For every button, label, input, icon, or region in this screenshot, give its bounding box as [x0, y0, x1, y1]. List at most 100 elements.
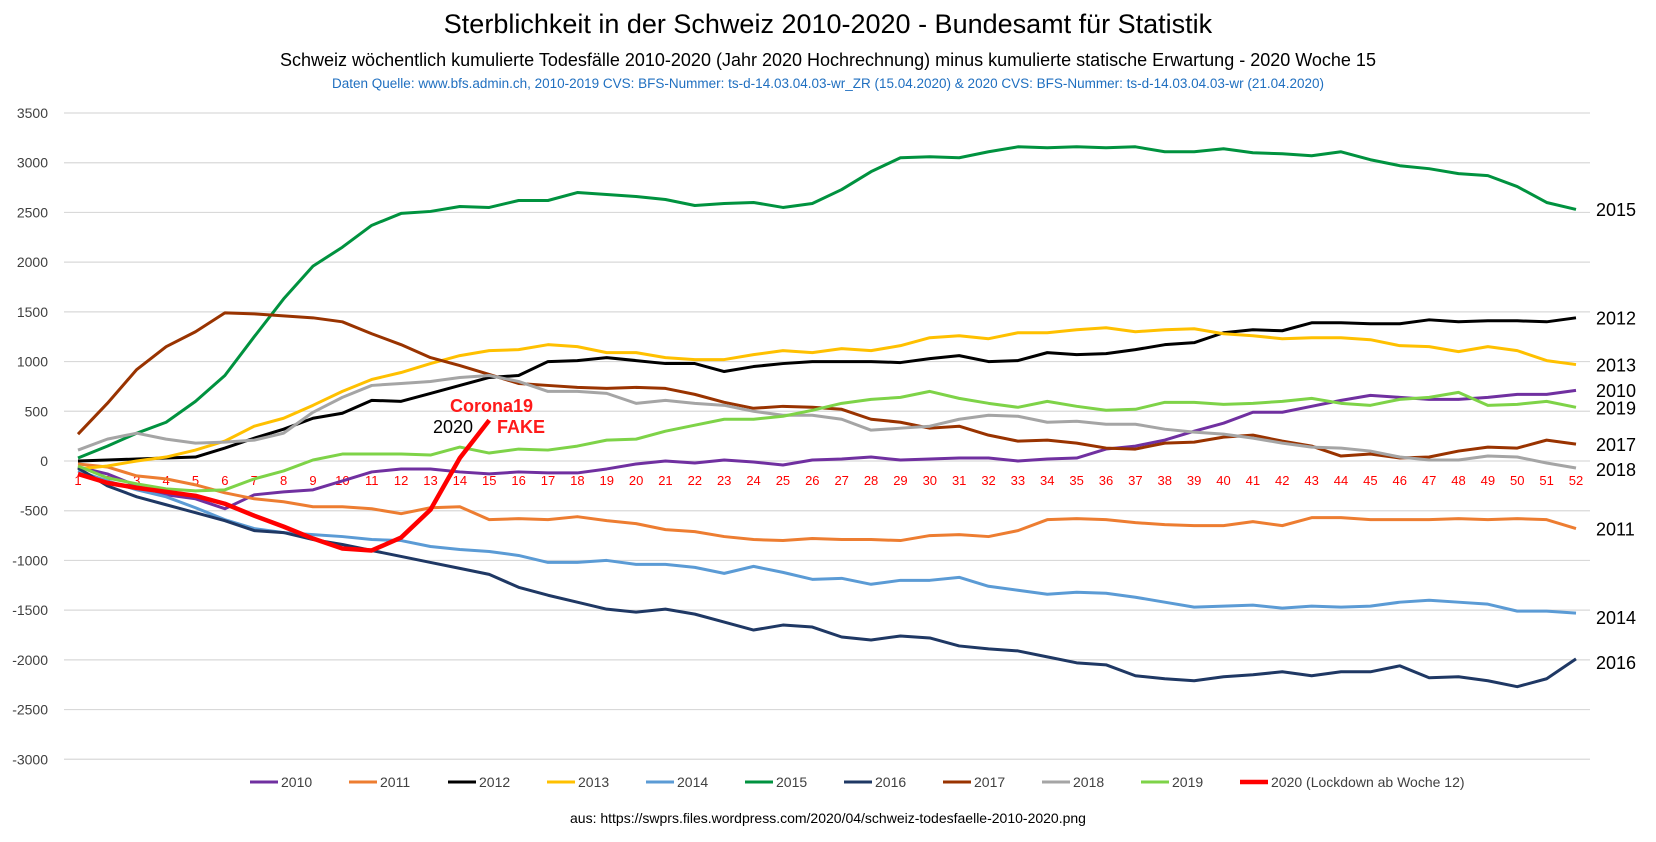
series-line-2019 [77, 389, 1577, 493]
legend-item-2017: 2017 [943, 774, 1005, 790]
week-label: 35 [1069, 473, 1083, 488]
y-tick-label: 0 [40, 453, 48, 469]
legend-label: 2019 [1172, 774, 1203, 790]
y-tick-label: -500 [20, 503, 48, 519]
end-label-2010: 2010 [1596, 381, 1636, 401]
end-label-2019: 2019 [1596, 398, 1636, 418]
week-label: 39 [1187, 473, 1201, 488]
week-label: 26 [805, 473, 819, 488]
week-label: 29 [893, 473, 907, 488]
week-label: 25 [776, 473, 790, 488]
y-axis-ticks: 3500 3000 2500 2000 1500 1000 500 0 -500 -1000 -15… [12, 105, 48, 767]
week-label: 24 [746, 473, 760, 488]
week-label: 49 [1481, 473, 1495, 488]
legend-item-2020: 2020 (Lockdown ab Woche 12) [1240, 774, 1465, 790]
chart-title: Sterblichkeit in der Schweiz 2010-2020 -… [444, 9, 1213, 39]
legend-label: 2011 [380, 774, 410, 790]
legend-label: 2017 [974, 774, 1005, 790]
end-label-2016: 2016 [1596, 653, 1636, 673]
legend-item-2011: 2011 [349, 774, 410, 790]
week-label: 7 [251, 473, 258, 488]
week-label: 34 [1040, 473, 1054, 488]
week-label: 30 [923, 473, 937, 488]
series-line-2017 [76, 311, 1577, 460]
legend-label: 2015 [776, 774, 807, 790]
week-label: 19 [599, 473, 613, 488]
week-label: 1 [74, 473, 81, 488]
legend-label: 2010 [281, 774, 312, 790]
series-lines [76, 145, 1577, 689]
week-label: 36 [1099, 473, 1113, 488]
y-tick-label: 500 [25, 403, 49, 419]
week-label: 13 [423, 473, 437, 488]
y-tick-label: -1500 [12, 602, 48, 618]
week-label: 6 [221, 473, 228, 488]
week-label: 31 [952, 473, 966, 488]
week-label: 45 [1363, 473, 1377, 488]
end-label-2015: 2015 [1596, 200, 1636, 220]
y-tick-label: 2500 [17, 204, 48, 220]
week-label: 44 [1334, 473, 1348, 488]
week-label: 22 [688, 473, 702, 488]
annotation-corona19: Corona19 [450, 396, 533, 416]
week-label: 43 [1304, 473, 1318, 488]
annotation-2020: 2020 [433, 417, 473, 437]
legend-label: 2020 (Lockdown ab Woche 12) [1271, 774, 1465, 790]
legend-label: 2016 [875, 774, 906, 790]
annotation-fake: FAKE [497, 417, 545, 437]
end-label-2018: 2018 [1596, 460, 1636, 480]
week-label: 40 [1216, 473, 1230, 488]
legend-item-2018: 2018 [1042, 774, 1104, 790]
legend-item-2015: 2015 [745, 774, 807, 790]
week-label: 16 [511, 473, 525, 488]
series-line-2011 [77, 462, 1577, 543]
week-label: 48 [1451, 473, 1465, 488]
legend-item-2012: 2012 [448, 774, 510, 790]
end-label-2011: 2011 [1596, 520, 1635, 540]
week-label: 52 [1569, 473, 1583, 488]
y-tick-label: 1000 [17, 354, 48, 370]
week-label: 28 [864, 473, 878, 488]
week-label: 38 [1158, 473, 1172, 488]
legend-item-2014: 2014 [646, 774, 708, 790]
y-tick-label: -2000 [12, 652, 48, 668]
gridlines [64, 112, 1590, 760]
y-tick-label: -3000 [12, 751, 48, 767]
y-tick-label: -1000 [12, 552, 48, 568]
week-label: 8 [280, 473, 287, 488]
y-tick-label: 3500 [17, 105, 48, 121]
week-label: 37 [1128, 473, 1142, 488]
series-line-2014 [77, 469, 1577, 615]
week-label: 4 [163, 473, 170, 488]
week-label: 11 [365, 473, 379, 488]
week-label: 17 [541, 473, 555, 488]
week-label: 41 [1246, 473, 1260, 488]
legend-label: 2018 [1073, 774, 1104, 790]
legend-label: 2013 [578, 774, 609, 790]
series-line-2020 [77, 418, 491, 553]
y-tick-label: -2500 [12, 702, 48, 718]
y-tick-label: 2000 [17, 254, 48, 270]
footer-source-url: aus: https://swprs.files.wordpress.com/2… [570, 810, 1086, 826]
legend-item-2013: 2013 [547, 774, 609, 790]
chart-source: Daten Quelle: www.bfs.admin.ch, 2010-201… [332, 76, 1324, 91]
week-label: 18 [570, 473, 584, 488]
series-line-2012 [77, 316, 1577, 463]
week-label: 5 [192, 473, 199, 488]
end-label-2014: 2014 [1596, 608, 1636, 628]
week-label: 14 [453, 473, 467, 488]
week-label: 27 [834, 473, 848, 488]
week-label: 47 [1422, 473, 1436, 488]
week-label: 32 [981, 473, 995, 488]
week-label: 33 [1011, 473, 1025, 488]
week-label: 23 [717, 473, 731, 488]
legend: 2010 2011 2012 2013 2014 2015 2016 2017 2018 2019… [250, 774, 1465, 790]
series-end-labels: 2010 2011 2012 2013 2014 2015 2016 2017 2018 2019 [1596, 200, 1636, 673]
legend-item-2010: 2010 [250, 774, 312, 790]
legend-label: 2014 [677, 774, 708, 790]
series-line-2013 [77, 326, 1577, 471]
week-label: 12 [394, 473, 408, 488]
end-label-2012: 2012 [1596, 309, 1636, 329]
legend-item-2016: 2016 [844, 774, 906, 790]
